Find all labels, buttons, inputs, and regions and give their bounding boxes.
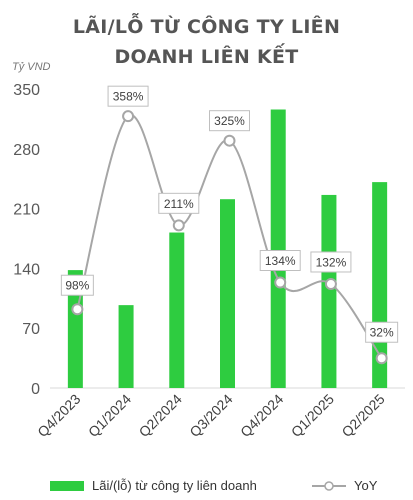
legend-bar-swatch bbox=[50, 480, 84, 491]
chart-title-line-2: DOANH LIÊN KẾT bbox=[114, 46, 299, 68]
y-tick-label-4: 280 bbox=[13, 142, 40, 159]
yoy-label-box-3 bbox=[209, 110, 250, 132]
x-tick-label-5: Q1/2025 bbox=[288, 391, 337, 440]
yoy-line bbox=[76, 114, 383, 359]
bar-1 bbox=[118, 305, 134, 388]
y-tick-label-2: 140 bbox=[13, 261, 40, 278]
yoy-point-5 bbox=[324, 277, 337, 290]
yoy-label-box-5 bbox=[310, 251, 352, 273]
yoy-label-2: 211% bbox=[164, 197, 194, 211]
y-axis-unit-label: Tỷ VND bbox=[12, 61, 51, 73]
yoy-label-1: 358% bbox=[113, 90, 144, 104]
bar-2 bbox=[169, 232, 185, 388]
x-tick-label-3: Q3/2024 bbox=[186, 391, 235, 440]
yoy-point-3 bbox=[223, 134, 236, 147]
yoy-point-0 bbox=[71, 303, 84, 316]
legend-item-line: YoY bbox=[312, 478, 377, 493]
legend-line-label: YoY bbox=[354, 478, 378, 493]
yoy-point-4 bbox=[274, 276, 287, 289]
x-tick-label-0: Q4/2023 bbox=[34, 391, 83, 440]
legend-line-swatch bbox=[312, 480, 346, 491]
yoy-label-box-4 bbox=[259, 250, 301, 272]
yoy-label-5: 132% bbox=[316, 255, 347, 269]
bar-4 bbox=[270, 109, 286, 388]
chart-title-line-1: LÃI/LỖ TỪ CÔNG TY LIÊN bbox=[72, 16, 341, 38]
yoy-point-2 bbox=[172, 219, 185, 232]
chart-title: LÃI/LỖ TỪ CÔNG TY LIÊN DOANH LIÊN KẾT bbox=[0, 12, 413, 72]
yoy-label-4: 134% bbox=[265, 254, 296, 268]
legend-item-bar: Lãi/(lỗ) từ công ty liên doanh bbox=[50, 478, 257, 493]
y-tick-label-0: 0 bbox=[31, 381, 40, 398]
yoy-point-6 bbox=[375, 352, 388, 365]
yoy-point-1 bbox=[122, 110, 135, 123]
y-tick-label-1: 70 bbox=[22, 321, 40, 338]
yoy-label-6: 32% bbox=[370, 326, 394, 340]
x-tick-label-2: Q2/2024 bbox=[136, 391, 185, 440]
legend-bar-label: Lãi/(lỗ) từ công ty liên doanh bbox=[92, 478, 257, 493]
x-tick-label-1: Q1/2024 bbox=[85, 391, 134, 440]
bar-3 bbox=[220, 199, 235, 388]
yoy-label-3: 325% bbox=[214, 114, 245, 128]
y-tick-label-5: 350 bbox=[13, 82, 40, 99]
x-tick-label-4: Q4/2024 bbox=[237, 391, 286, 440]
yoy-label-box-6 bbox=[365, 321, 399, 343]
y-tick-label-3: 210 bbox=[13, 202, 40, 219]
yoy-label-0: 98% bbox=[65, 279, 89, 293]
bar-5 bbox=[321, 194, 337, 388]
yoy-label-box-1 bbox=[107, 85, 149, 107]
chart-legend: Lãi/(lỗ) từ công ty liên doanh YoY bbox=[0, 478, 413, 496]
yoy-label-box-2 bbox=[158, 192, 200, 214]
x-tick-label-6: Q2/2025 bbox=[338, 391, 387, 440]
yoy-label-box-0 bbox=[60, 274, 94, 296]
